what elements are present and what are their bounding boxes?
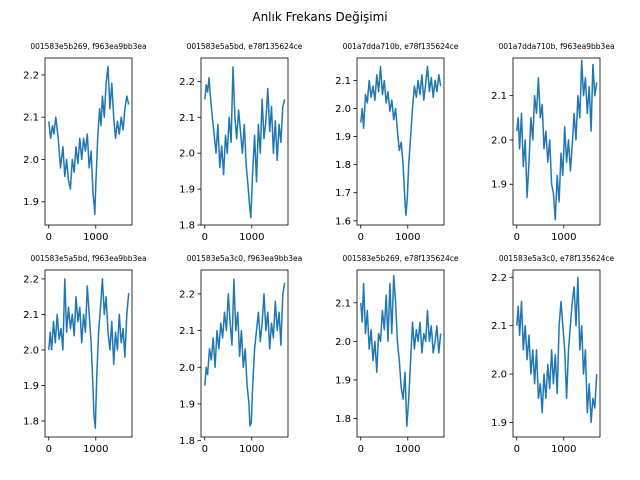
plot-frame: [44, 269, 133, 438]
subplot-title: 001a7dda710b, e78f135624ce: [343, 42, 459, 51]
y-tick-label: 1.9: [491, 180, 507, 191]
x-tick-label: 1000: [239, 444, 264, 455]
x-tick-label: 0: [202, 444, 208, 455]
x-tick-label: 0: [358, 232, 364, 243]
y-tick-label: 2.0: [179, 363, 195, 374]
subplot-3: 001a7dda710b, e78f135624ce 0 1000 1.6 1.7 1.8…: [335, 42, 459, 243]
y-tick-label: 2.1: [23, 113, 39, 124]
y-tick-label: 2.0: [23, 345, 39, 356]
x-tick-label: 0: [202, 232, 208, 243]
plot-frame: [512, 57, 601, 226]
plot-frame: [200, 269, 289, 438]
y-tick-label: 2.0: [491, 135, 507, 146]
y-tick-label: 2.2: [179, 289, 195, 300]
y-tick-label: 1.9: [335, 132, 351, 143]
y-tick-label: 1.8: [179, 221, 195, 232]
subplot-title: 001583e5a5bd, e78f135624ce: [187, 42, 303, 51]
plot-frame: [356, 57, 445, 226]
y-tick-label: 1.9: [23, 381, 39, 392]
y-tick-label: 1.9: [23, 197, 39, 208]
series-line: [204, 66, 286, 219]
y-tick-label: 2.2: [23, 70, 39, 81]
y-tick-label: 2.2: [491, 273, 507, 284]
y-tick-label: 1.6: [335, 216, 351, 227]
y-tick-label: 1.8: [335, 414, 351, 425]
subplot-8: 001583e5a3c0, e78f135624ce 0 1000 1.9 2.0 2.1…: [491, 254, 614, 455]
x-tick-label: 1000: [551, 444, 576, 455]
subplot-5: 001583e5a5bd, f963ea9bb3ea 0 1000 1.8 1.9 2.0…: [23, 254, 146, 455]
y-tick-label: 2.0: [335, 104, 351, 115]
subplot-1: 001583e5b269, f963ea9bb3ea 0 1000 1.9 2.0 2.1…: [23, 42, 147, 243]
plot-frame: [356, 269, 445, 438]
y-tick-label: 2.2: [23, 274, 39, 285]
y-tick-label: 2.1: [491, 91, 507, 102]
series-line: [516, 59, 598, 221]
subplot-7: 001583e5b269, e78f135624ce 0 1000 1.8 1.9 2.0…: [335, 254, 459, 455]
subplot-2: 001583e5a5bd, e78f135624ce 0 1000 1.8 1.9 2.0…: [179, 42, 303, 243]
subplot-title: 001583e5b269, f963ea9bb3ea: [30, 42, 146, 51]
plot-frame: [512, 269, 601, 438]
y-tick-label: 2.1: [179, 113, 195, 124]
x-tick-label: 1000: [551, 232, 576, 243]
subplot-title: 001583e5a3c0, e78f135624ce: [499, 254, 615, 263]
x-tick-label: 1000: [83, 444, 108, 455]
subplot-title: 001583e5b269, e78f135624ce: [342, 254, 458, 263]
series-line: [516, 276, 598, 424]
y-tick-label: 1.7: [335, 188, 351, 199]
subplot-title: 001a7dda710b, f963ea9bb3ea: [498, 42, 614, 51]
y-tick-label: 2.1: [335, 298, 351, 309]
x-tick-label: 1000: [239, 232, 264, 243]
y-tick-label: 2.1: [335, 76, 351, 87]
y-tick-label: 2.0: [179, 149, 195, 160]
x-tick-label: 1000: [83, 232, 108, 243]
y-tick-label: 1.8: [23, 417, 39, 428]
subplot-4: 001a7dda710b, f963ea9bb3ea 0 1000 1.9 2.0 2.1: [491, 42, 614, 243]
series-line: [48, 65, 130, 216]
subplot-title: 001583e5a3c0, f963ea9bb3ea: [187, 254, 303, 263]
y-tick-label: 1.9: [179, 185, 195, 196]
y-tick-label: 2.1: [23, 310, 39, 321]
y-tick-label: 2.0: [491, 370, 507, 381]
plot-frame: [44, 57, 133, 226]
y-tick-label: 1.9: [335, 375, 351, 386]
y-tick-label: 2.0: [23, 155, 39, 166]
series-line: [204, 278, 286, 427]
subplot-title: 001583e5a5bd, f963ea9bb3ea: [30, 254, 146, 263]
y-tick-label: 1.8: [335, 160, 351, 171]
x-tick-label: 1000: [395, 232, 420, 243]
y-tick-label: 1.9: [179, 399, 195, 410]
y-tick-label: 2.2: [179, 77, 195, 88]
x-tick-label: 0: [358, 444, 364, 455]
subplot-grid: 001583e5b269, f963ea9bb3ea 0 1000 1.9 2.0 2.1…: [23, 42, 614, 455]
plot-frame: [200, 57, 289, 226]
series-line: [48, 278, 130, 429]
subplot-6: 001583e5a3c0, f963ea9bb3ea 0 1000 1.8 1.9 2.0…: [179, 254, 302, 455]
x-tick-label: 0: [514, 444, 520, 455]
series-line: [360, 65, 442, 216]
y-tick-label: 2.1: [491, 321, 507, 332]
y-tick-label: 2.0: [335, 337, 351, 348]
y-tick-label: 1.8: [179, 436, 195, 447]
y-tick-label: 2.1: [179, 326, 195, 337]
y-tick-label: 1.9: [491, 418, 507, 429]
x-tick-label: 0: [46, 444, 52, 455]
x-tick-label: 1000: [395, 444, 420, 455]
figure-title: Anlık Frekans Değişimi: [252, 10, 387, 24]
x-tick-label: 0: [514, 232, 520, 243]
series-line: [360, 275, 442, 427]
x-tick-label: 0: [46, 232, 52, 243]
